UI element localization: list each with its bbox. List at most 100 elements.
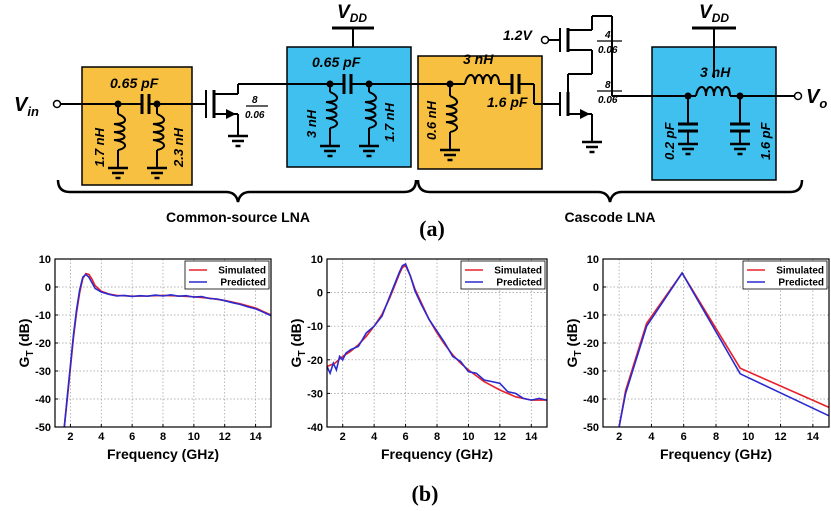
chart-3: 2 4 6 8 10 12 14 10 0 -10 -20 -30 -40 -50 SimulatedPre… [564,254,830,462]
y-axis-title: GT (dB) [16,319,36,368]
legend-label-simulated: Simulated [776,266,824,277]
y-tick-label: -40 [35,394,51,406]
y-tick-label: -40 [307,422,323,434]
cs-section-label: Common-source LNA [166,209,310,225]
legend-box [742,260,828,290]
x-tick-label: 4 [98,431,105,443]
interstage-match-block [286,46,412,168]
legend-label-predicted: Predicted [496,278,542,289]
caption-b: (b) [412,481,439,506]
x-tick-label: 6 [681,431,687,443]
y-tick-label: -20 [307,355,323,367]
x-axis-title: Frequency (GHz) [660,446,772,462]
plot-frame [602,258,830,428]
y-tick-label: -30 [583,366,599,378]
x-tick-label: 12 [494,431,506,443]
out-c1-label: 0.2 pF [662,121,677,160]
x-tick-label: 2 [67,431,73,443]
x-tick-label: 8 [713,431,719,443]
x-tick-label: 8 [160,431,166,443]
x-tick-label: 2 [340,431,346,443]
x-tick-label: 2 [616,431,622,443]
caption-a: (a) [419,216,445,241]
x-tick-label: 14 [807,431,820,443]
vdd-label-1: VDD [337,2,367,25]
plot-frame [54,258,272,428]
vin-terminal [52,99,62,109]
x-tick-label: 6 [403,431,409,443]
y-tick-label: 10 [39,254,51,266]
x-tick-label: 10 [742,431,754,443]
legend-label-predicted: Predicted [778,278,824,289]
match-cap-label: 0.65 pF [312,54,361,70]
x-axis-title: Frequency (GHz) [381,446,493,462]
lna-schematic: Vin 0.65 pF 1.7 nH 2.3 nH 8 0.06 0 [14,2,827,241]
x-tick-label: 12 [219,431,231,443]
cs-l2-label: 2.3 nH [171,127,186,168]
cs-cap-label: 0.65 pF [110,75,159,91]
t1-length: 0.06 [245,110,265,121]
y-tick-label: -50 [583,422,599,434]
vo-terminal [793,91,803,101]
legend-box [460,260,546,290]
match-l2-label: 1.7 nH [382,102,397,142]
cascode-section-label: Cascode LNA [564,209,655,225]
out-l-label: 3 nH [700,64,731,80]
plot-frame [326,258,548,428]
y-axis-title: GT (dB) [564,319,584,368]
out-c2-label: 1.6 pF [758,121,773,160]
t-bot-length: 0.06 [598,95,618,106]
series-predicted-line [326,262,548,401]
y-tick-label: -30 [307,388,323,400]
cs-l1-label: 1.7 nH [92,127,107,167]
vdd-label-2: VDD [699,2,729,25]
x-tick-label: 6 [129,431,135,443]
x-tick-label: 4 [648,431,655,443]
t-bot-width: 8 [605,80,611,91]
y-tick-label: -40 [583,394,599,406]
legend-label-simulated: Simulated [218,266,266,277]
bias-voltage-label: 1.2V [503,27,533,43]
x-axis-title: Frequency (GHz) [107,446,219,462]
y-tick-label: -20 [35,338,51,350]
series-predicted-line [63,273,272,428]
x-tick-label: 10 [462,431,474,443]
chart-2: 2 4 6 8 10 12 14 10 0 -10 -20 -30 -40 SimulatedPredic… [288,254,548,462]
y-tick-label: -20 [583,338,599,350]
x-tick-label: 8 [434,431,440,443]
legend-label-predicted: Predicted [220,278,266,289]
t-top-length: 0.06 [598,45,618,56]
x-tick-label: 12 [774,431,786,443]
y-tick-label: -50 [35,422,51,434]
legend-box [184,260,270,290]
y-axis-title: GT (dB) [288,319,308,368]
y-tick-label: -10 [307,321,323,333]
cascode-brace [416,179,804,203]
vo-label: Vo [806,86,827,111]
legend-label-simulated: Simulated [494,266,542,277]
vin-label: Vin [14,94,39,119]
chart-1: 2 4 6 8 10 12 14 10 0 -10 -20 -30 -40 -50 SimulatedPre… [16,254,272,462]
y-tick-label: 10 [311,254,323,266]
t-top-width: 4 [604,30,611,41]
cascode-l-label: 3 nH [463,51,494,67]
cascode-cap-label: 1.6 pF [487,94,528,110]
gain-charts: 2 4 6 8 10 12 14100-10-20-30-40-50SimulatedPre… [16,254,830,462]
cascode-shunt-l-label: 0.6 nH [424,100,439,140]
t1-width: 8 [252,95,258,106]
y-tick-label: -30 [35,366,51,378]
x-tick-label: 4 [371,431,378,443]
y-tick-label: 0 [317,288,323,300]
x-tick-label: 10 [188,431,200,443]
cs-brace [56,179,418,203]
series-predicted-line [618,271,830,428]
y-tick-label: 10 [587,254,599,266]
x-tick-label: 14 [249,431,262,443]
y-tick-label: 0 [593,282,599,294]
y-tick-label: -10 [35,310,51,322]
x-tick-label: 14 [525,431,538,443]
match-l1-label: 3 nH [304,109,319,138]
